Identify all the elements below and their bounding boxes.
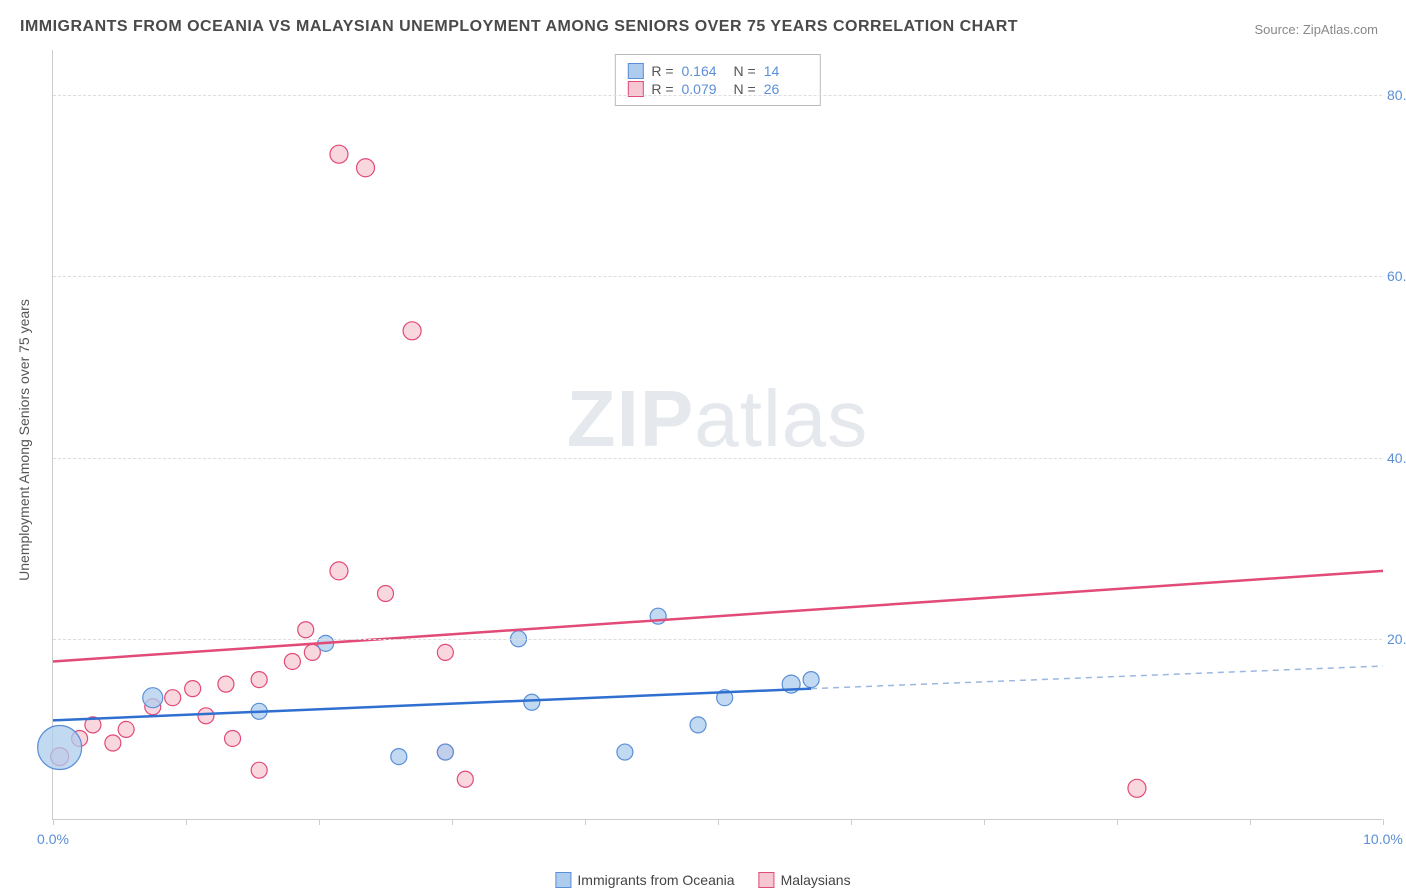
data-point — [251, 672, 267, 688]
x-tick — [452, 819, 453, 825]
chart-plot-area: ZIPatlas R = 0.164 N = 14 R = 0.079 N = … — [52, 50, 1382, 820]
x-tick — [186, 819, 187, 825]
data-point — [218, 676, 234, 692]
data-point — [391, 749, 407, 765]
data-point — [251, 762, 267, 778]
x-tick — [851, 819, 852, 825]
x-tick — [984, 819, 985, 825]
data-point — [1128, 779, 1146, 797]
data-point — [225, 730, 241, 746]
y-tick-label: 80.0% — [1387, 87, 1406, 103]
x-tick — [1250, 819, 1251, 825]
data-point — [38, 726, 82, 770]
x-tick-label: 10.0% — [1363, 831, 1403, 847]
gridline — [53, 458, 1382, 459]
y-axis-title: Unemployment Among Seniors over 75 years — [16, 299, 32, 581]
data-point — [803, 672, 819, 688]
plot-svg — [53, 50, 1382, 819]
data-point — [330, 145, 348, 163]
legend-label-malaysians: Malaysians — [781, 872, 851, 888]
data-point — [118, 721, 134, 737]
x-tick — [1117, 819, 1118, 825]
gridline — [53, 639, 1382, 640]
data-point — [284, 653, 300, 669]
source-label: Source: ZipAtlas.com — [1254, 22, 1378, 37]
data-point — [524, 694, 540, 710]
chart-title: IMMIGRANTS FROM OCEANIA VS MALAYSIAN UNE… — [20, 18, 1018, 36]
x-tick — [585, 819, 586, 825]
y-tick-label: 40.0% — [1387, 450, 1406, 466]
data-point — [143, 688, 163, 708]
x-tick — [319, 819, 320, 825]
x-tick — [1383, 819, 1384, 825]
legend-series: Immigrants from Oceania Malaysians — [555, 872, 850, 888]
x-tick — [718, 819, 719, 825]
legend-swatch-oceania — [555, 872, 571, 888]
legend-item-malaysians: Malaysians — [759, 872, 851, 888]
y-tick-label: 20.0% — [1387, 631, 1406, 647]
data-point — [185, 681, 201, 697]
data-point — [457, 771, 473, 787]
gridline — [53, 276, 1382, 277]
x-tick — [53, 819, 54, 825]
trend-line — [53, 571, 1383, 662]
trend-line — [811, 666, 1383, 689]
data-point — [165, 690, 181, 706]
data-point — [198, 708, 214, 724]
data-point — [403, 322, 421, 340]
gridline — [53, 95, 1382, 96]
data-point — [617, 744, 633, 760]
data-point — [330, 562, 348, 580]
legend-label-oceania: Immigrants from Oceania — [577, 872, 734, 888]
y-tick-label: 60.0% — [1387, 268, 1406, 284]
data-point — [378, 586, 394, 602]
data-point — [690, 717, 706, 733]
legend-item-oceania: Immigrants from Oceania — [555, 872, 734, 888]
x-tick-label: 0.0% — [37, 831, 69, 847]
data-point — [298, 622, 314, 638]
data-point — [357, 159, 375, 177]
data-point — [437, 644, 453, 660]
data-point — [437, 744, 453, 760]
legend-swatch-malaysians — [759, 872, 775, 888]
data-point — [105, 735, 121, 751]
